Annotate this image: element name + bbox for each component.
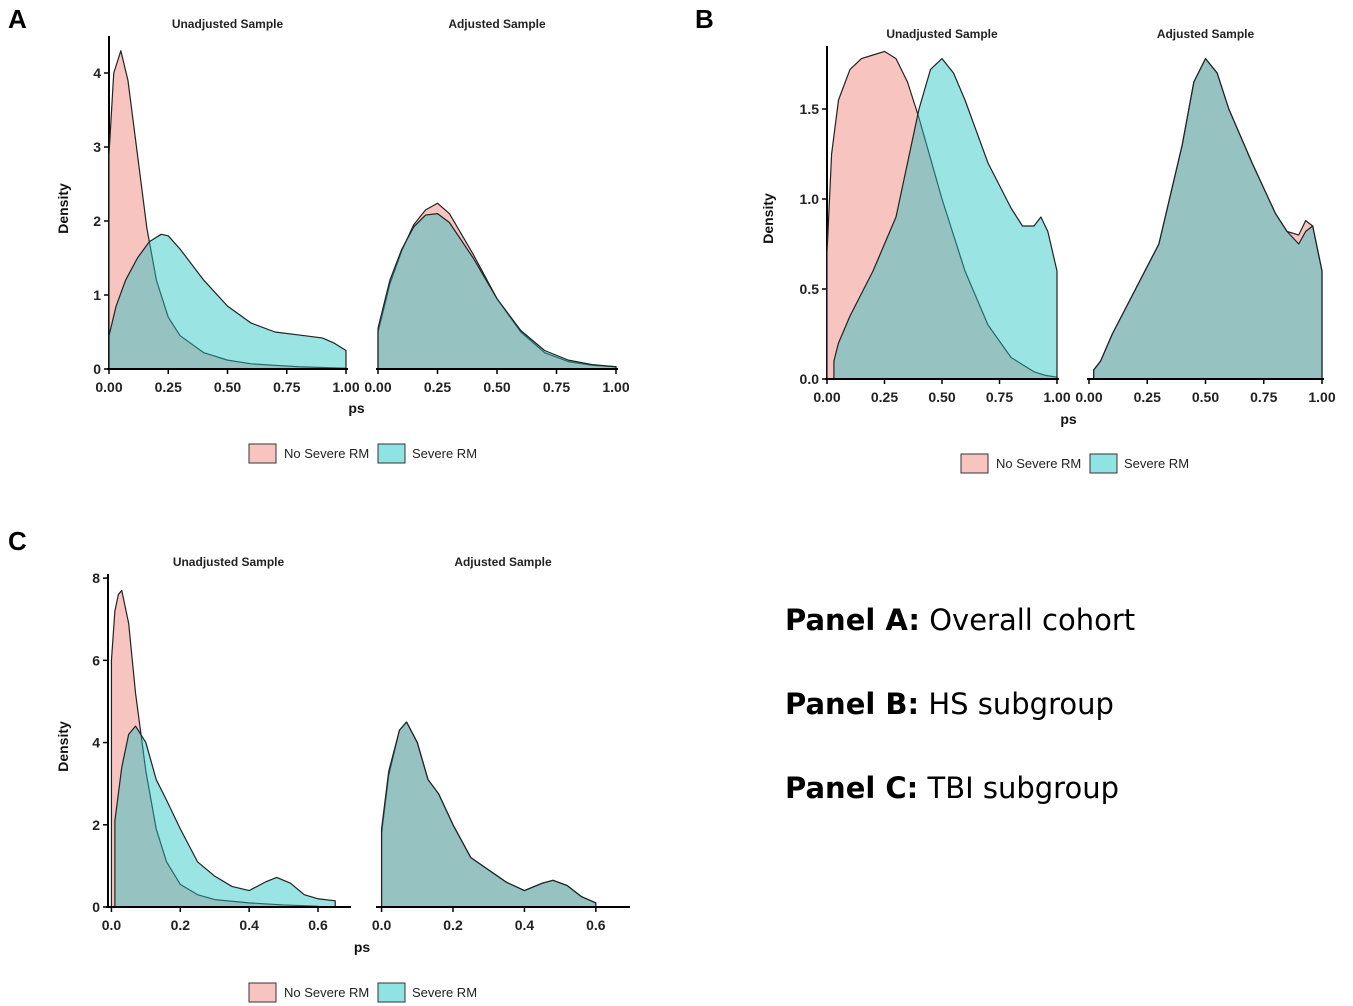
facet-title: Adjusted Sample [448, 17, 546, 31]
y-axis-title: Density [55, 721, 71, 772]
x-tick-label: 0.25 [871, 389, 898, 405]
density-area-severe-rm [380, 721, 597, 908]
legend: No Severe RM Severe RM [960, 453, 1189, 474]
x-tick-label: 0.0 [372, 917, 392, 933]
x-tick-label: 0.6 [586, 917, 606, 933]
density-area-no-severe-rm [826, 50, 1058, 380]
facet-adjusted: Adjusted Sample 0.00 0.25 0.50 0.75 1.00 [1075, 27, 1335, 405]
density-area-no-severe-rm [108, 50, 347, 370]
panel-b: B 0.0 0.5 1.0 1.5 Density Unadjusted Sample 0.0… [695, 4, 1336, 474]
y-tick-label: 2 [93, 213, 101, 229]
facet-adjusted: Adjusted Sample 0.00 0.25 0.50 0.75 1.00 [364, 17, 629, 395]
legend-label-severe-rm: Severe RM [412, 985, 477, 1000]
x-tick-label: 0.00 [95, 379, 122, 395]
facet-title: Adjusted Sample [1157, 27, 1255, 41]
x-tick-label: 0.0 [102, 917, 122, 933]
x-tick-label: 0.00 [1075, 389, 1102, 405]
legend-swatch-severe-rm [1089, 453, 1118, 474]
facet-unadjusted: Unadjusted Sample 0.00 0.25 0.50 0.75 1.00 [95, 17, 359, 395]
x-tick-label: 0.2 [443, 917, 463, 933]
y-tick-label: 0 [92, 899, 100, 915]
panel-a: A 0 1 2 3 4 Density Unadjusted Sample 0.00 0.25 0.… [8, 4, 630, 464]
note-panel-a: Panel A: Overall cohort [785, 603, 1136, 637]
legend: No Severe RM Severe RM [248, 982, 477, 1003]
legend-label-no-severe-rm: No Severe RM [284, 985, 369, 1000]
x-tick-label: 1.00 [602, 379, 629, 395]
legend-swatch-severe-rm [377, 443, 406, 464]
x-axis-title: ps [348, 400, 365, 416]
x-axis-title: ps [1060, 411, 1077, 427]
y-axis-title: Density [760, 193, 776, 244]
facet-title: Unadjusted Sample [886, 27, 998, 41]
legend-swatch-no-severe-rm [248, 982, 277, 1003]
legend-swatch-no-severe-rm [960, 453, 989, 474]
facet-title: Adjusted Sample [454, 555, 552, 569]
x-tick-label: 0.75 [1250, 389, 1277, 405]
y-tick-label: 1.0 [800, 191, 820, 207]
x-axis-title: ps [354, 939, 371, 955]
y-tick-label: 2 [92, 817, 100, 833]
legend: No Severe RM Severe RM [248, 443, 477, 464]
x-tick-label: 0.50 [214, 379, 241, 395]
y-tick-label: 4 [93, 65, 101, 81]
density-area-severe-rm [833, 58, 1058, 380]
y-tick-label: 0 [93, 361, 101, 377]
legend-label-severe-rm: Severe RM [412, 446, 477, 461]
legend-label-no-severe-rm: No Severe RM [284, 446, 369, 461]
x-tick-label: 0.00 [364, 379, 391, 395]
facet-title: Unadjusted Sample [172, 17, 284, 31]
x-tick-label: 0.6 [308, 917, 328, 933]
density-area-severe-rm [377, 213, 617, 370]
y-tick-label: 4 [92, 735, 100, 751]
x-tick-label: 0.75 [986, 389, 1013, 405]
density-area-severe-rm [1093, 58, 1323, 380]
x-tick-label: 0.00 [813, 389, 840, 405]
panel-c: C 0 2 4 6 8 Density Unadjusted Sample 0.0 0.2 0.4 0… [8, 526, 630, 1003]
density-area-severe-rm [114, 725, 336, 908]
x-tick-label: 1.00 [332, 379, 359, 395]
facet-adjusted: Adjusted Sample 0.0 0.2 0.4 0.6 [372, 555, 630, 933]
y-axis-title: Density [55, 183, 71, 234]
x-tick-label: 0.75 [273, 379, 300, 395]
y-tick-label: 8 [92, 570, 100, 586]
legend-label-severe-rm: Severe RM [1124, 456, 1189, 471]
x-tick-label: 0.4 [515, 917, 535, 933]
density-area-no-severe-rm [110, 589, 319, 908]
panel-letter: C [8, 526, 27, 556]
x-tick-label: 0.4 [239, 917, 259, 933]
x-tick-label: 1.00 [1043, 389, 1070, 405]
y-tick-label: 0.5 [800, 281, 820, 297]
panel-letter: B [695, 4, 714, 34]
x-tick-label: 0.25 [155, 379, 182, 395]
x-tick-label: 0.2 [171, 917, 191, 933]
x-tick-label: 1.00 [1308, 389, 1335, 405]
y-tick-label: 0.0 [800, 371, 820, 387]
y-tick-label: 6 [92, 652, 100, 668]
y-tick-label: 1.5 [800, 101, 820, 117]
note-panel-b: Panel B: HS subgroup [785, 687, 1114, 721]
legend-label-no-severe-rm: No Severe RM [996, 456, 1081, 471]
facet-unadjusted: Unadjusted Sample 0.0 0.2 0.4 0.6 [102, 555, 351, 933]
y-tick-label: 1 [93, 287, 101, 303]
y-tick-label: 3 [93, 139, 101, 155]
x-tick-label: 0.25 [1134, 389, 1161, 405]
x-tick-label: 0.50 [1192, 389, 1219, 405]
x-tick-label: 0.75 [543, 379, 570, 395]
x-tick-label: 0.50 [928, 389, 955, 405]
panel-letter: A [8, 4, 27, 34]
note-panel-c: Panel C: TBI subgroup [785, 771, 1120, 805]
legend-swatch-severe-rm [377, 982, 406, 1003]
facet-title: Unadjusted Sample [173, 555, 285, 569]
x-tick-label: 0.50 [483, 379, 510, 395]
density-area-severe-rm [108, 233, 347, 370]
facet-unadjusted: Unadjusted Sample 0.00 0.25 0.50 0.75 1.00 [813, 27, 1070, 405]
x-tick-label: 0.25 [424, 379, 451, 395]
legend-swatch-no-severe-rm [248, 443, 277, 464]
